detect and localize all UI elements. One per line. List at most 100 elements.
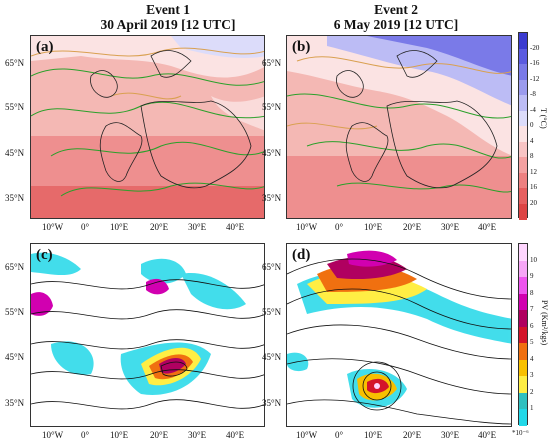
lon-tick-cd-30e: 30°E <box>188 430 207 440</box>
lat-tick-c-45: 45°N <box>5 352 25 362</box>
lat-tick-c-55: 55°N <box>5 307 25 317</box>
temperature-colorbar-segment <box>519 203 527 220</box>
lon-tick-cd2-10e: 10°E <box>364 430 383 440</box>
lat-tick-a-35: 35°N <box>5 193 25 203</box>
pv-colorbar-tick-label: 8 <box>530 288 534 297</box>
lat-tick-d-35: 35°N <box>262 398 282 408</box>
temperature-colorbar-tick-label: 20 <box>530 198 537 207</box>
temperature-colorbar-segment <box>519 110 527 127</box>
lon-tick-ab-30e: 30°E <box>188 222 207 232</box>
panel-c-pv-map: (c) <box>30 243 265 427</box>
lon-tick-cd2-10w: 10°W <box>296 430 318 440</box>
event1-title-line1: Event 1 <box>146 2 190 17</box>
temperature-colorbar <box>518 32 528 220</box>
temperature-colorbar-segment <box>519 172 527 189</box>
temperature-colorbar-tick-label: -16 <box>530 59 540 67</box>
lat-tick-d-55: 55°N <box>262 307 282 317</box>
pv-colorbar-segment <box>519 244 527 262</box>
lon-tick-cd-0: 0° <box>81 430 90 440</box>
pv-colorbar-segment <box>519 343 527 361</box>
pv-colorbar <box>518 243 528 427</box>
temperature-colorbar-tick-label: -4 <box>530 105 536 114</box>
pv-colorbar-segment <box>519 293 527 311</box>
pv-colorbar-tick-label: 4 <box>530 354 534 363</box>
lon-tick-ab2-10w: 10°W <box>296 222 318 232</box>
pv-colorbar-segment <box>519 277 527 295</box>
lon-tick-cd2-40e: 40°E <box>478 430 497 440</box>
lat-tick-a-65: 65°N <box>5 58 25 68</box>
lon-tick-ab2-10e: 10°E <box>364 222 383 232</box>
lat-tick-b-35: 35°N <box>262 193 282 203</box>
temperature-colorbar-segment <box>519 157 527 173</box>
pv-colorbar-tick-label: 9 <box>530 272 534 281</box>
pv-colorbar-title: PV (Km²/kgs) <box>540 300 549 346</box>
temperature-colorbar-tick-label: 4 <box>530 136 534 145</box>
panel-b-temperature-map: (b) <box>286 35 512 219</box>
pv-colorbar-segment <box>519 409 527 427</box>
event1-title: Event 1 30 April 2019 [12 UTC] <box>68 2 268 32</box>
temperature-colorbar-segment <box>519 95 527 111</box>
temperature-colorbar-segment <box>519 188 527 204</box>
lon-tick-ab2-40e: 40°E <box>478 222 497 232</box>
pv-colorbar-tick-label: 6 <box>530 321 534 330</box>
panel-b-svg <box>287 36 511 218</box>
temperature-colorbar-segment <box>519 33 527 49</box>
pv-colorbar-tick-label: 7 <box>530 305 534 314</box>
panel-c-label: (c) <box>36 247 53 263</box>
lon-tick-cd2-0: 0° <box>335 430 344 440</box>
temperature-colorbar-tick-label: -12 <box>530 74 540 83</box>
pv-colorbar-tick-label: 2 <box>530 387 534 396</box>
temperature-colorbar-tick-label: 0 <box>530 121 534 129</box>
lon-tick-ab-10e: 10°E <box>110 222 129 232</box>
lon-tick-cd-20e: 20°E <box>150 430 169 440</box>
pv-colorbar-segment <box>519 392 527 410</box>
panel-b-label: (b) <box>292 39 311 55</box>
lon-tick-cd-40e: 40°E <box>226 430 245 440</box>
lon-tick-ab-10w: 10°W <box>42 222 64 232</box>
pv-colorbar-segment <box>519 376 527 394</box>
lon-tick-ab2-0: 0° <box>335 222 344 232</box>
lat-tick-b-65: 65°N <box>262 58 282 68</box>
pv-colorbar-tick-label: 10 <box>530 255 537 264</box>
lat-tick-c-65: 65°N <box>5 262 25 272</box>
lat-tick-b-45: 45°N <box>262 148 282 158</box>
lat-tick-b-55: 55°N <box>262 102 282 112</box>
event2-title-line2: 6 May 2019 [12 UTC] <box>333 17 459 32</box>
panel-c-svg <box>31 244 264 426</box>
panel-a-label: (a) <box>36 39 54 55</box>
panel-d-pv-map: (d) <box>286 243 512 427</box>
pv-colorbar-tick-label: 3 <box>530 371 534 380</box>
lat-tick-d-45: 45°N <box>262 352 282 362</box>
temperature-colorbar-segment <box>519 79 527 96</box>
pv-colorbar-segment <box>519 310 527 328</box>
temperature-colorbar-tick-label: -8 <box>530 90 536 98</box>
event2-title-line1: Event 2 <box>374 2 418 17</box>
pv-colorbar-tick-label: 5 <box>530 338 534 347</box>
event1-title-line2: 30 April 2019 [12 UTC] <box>100 17 236 32</box>
temperature-colorbar-tick-label: 8 <box>530 152 534 160</box>
lon-tick-ab-0: 0° <box>81 222 90 232</box>
panel-a-temperature-map: (a) <box>30 35 265 219</box>
lat-tick-d-65: 65°N <box>262 262 282 272</box>
panel-d-label: (d) <box>292 247 311 263</box>
lon-tick-cd2-20e: 20°E <box>403 430 422 440</box>
event2-title: Event 2 6 May 2019 [12 UTC] <box>296 2 496 32</box>
temperature-colorbar-title: T (°C) <box>539 108 548 129</box>
panel-d-svg <box>287 244 511 426</box>
pv-colorbar-exponent: *10⁻⁶ <box>512 429 529 437</box>
temperature-colorbar-tick-label: -20 <box>530 43 540 52</box>
pv-colorbar-tick-label: 1 <box>530 404 534 413</box>
lon-tick-ab-20e: 20°E <box>150 222 169 232</box>
temperature-colorbar-segment <box>519 141 527 158</box>
lon-tick-ab-40e: 40°E <box>226 222 245 232</box>
temperature-colorbar-tick-label: 12 <box>530 167 537 176</box>
temperature-colorbar-tick-label: 16 <box>530 183 537 191</box>
lat-tick-c-35: 35°N <box>5 398 25 408</box>
panel-a-svg <box>31 36 264 218</box>
temperature-colorbar-segment <box>519 48 527 65</box>
lon-tick-cd-10w: 10°W <box>42 430 64 440</box>
lat-tick-a-55: 55°N <box>5 102 25 112</box>
lon-tick-ab2-30e: 30°E <box>441 222 460 232</box>
lon-tick-cd-10e: 10°E <box>110 430 129 440</box>
temperature-colorbar-segment <box>519 64 527 80</box>
